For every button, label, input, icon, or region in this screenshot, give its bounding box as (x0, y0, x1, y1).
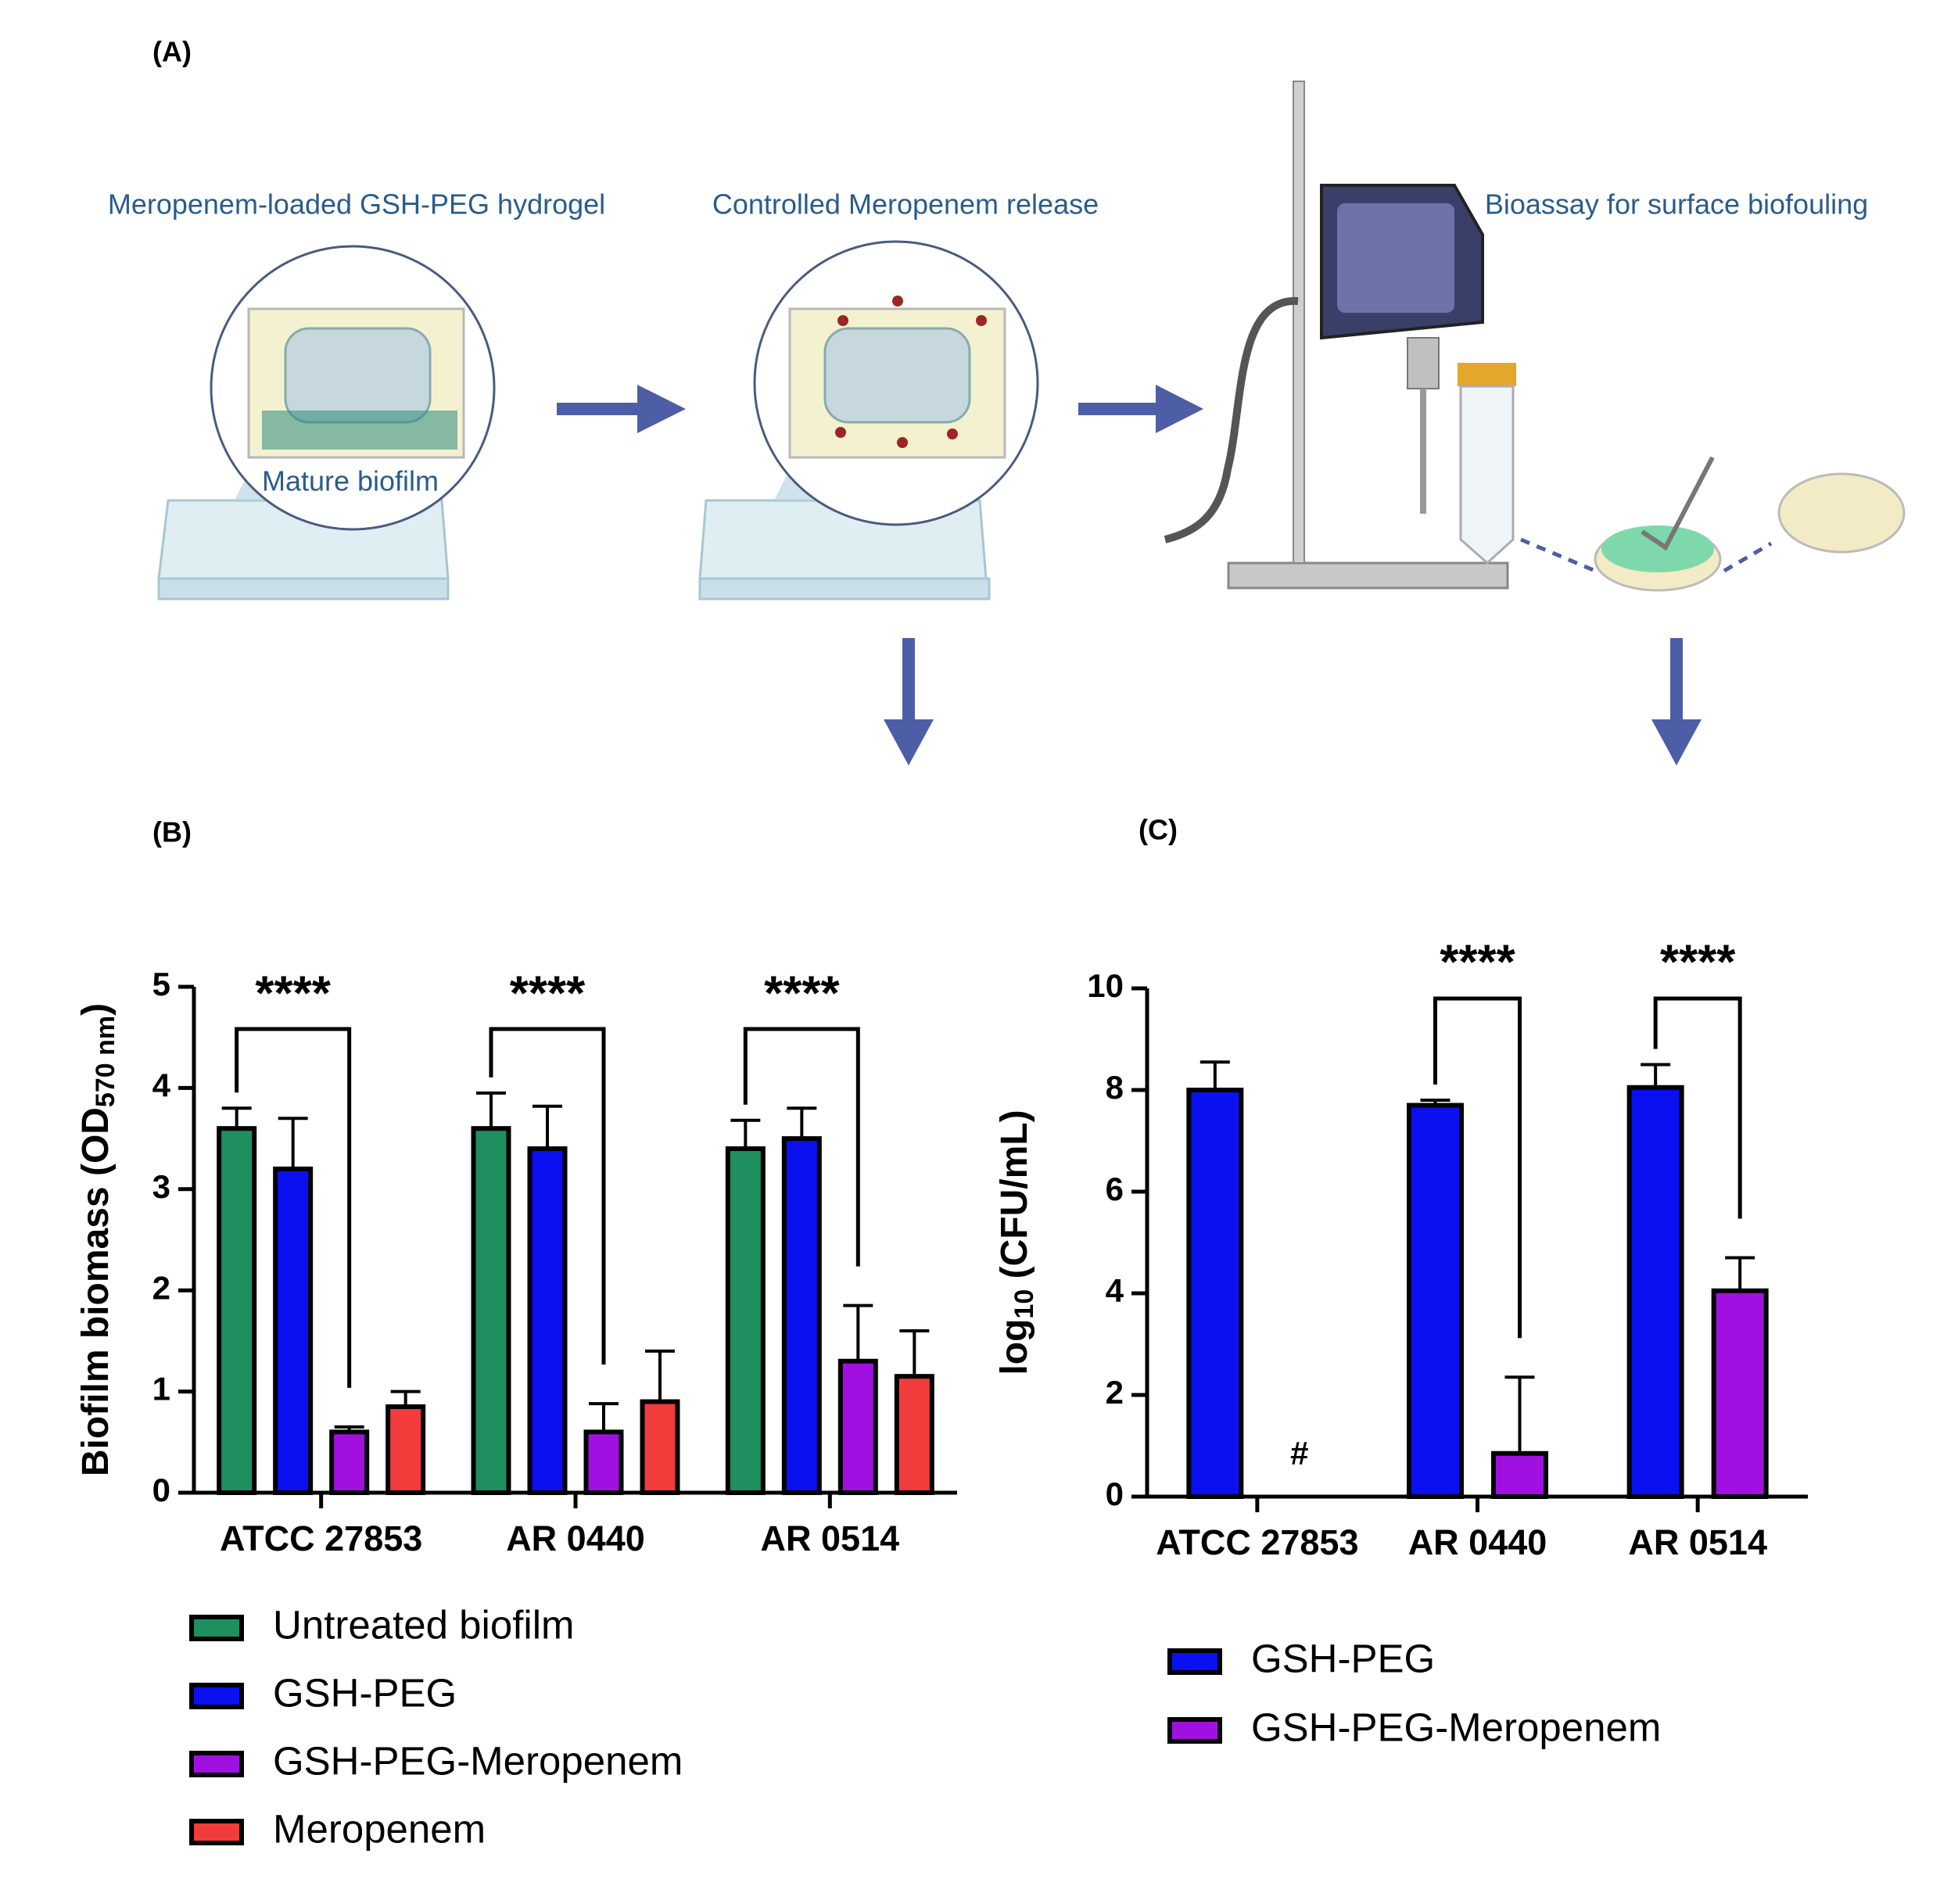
step-caption: Bioassay for surface biofouling (1485, 188, 1868, 221)
arrow (557, 385, 1702, 766)
legend-label: GSH-PEG (1251, 1636, 1435, 1680)
significance-label: **** (510, 966, 586, 1020)
legend-swatch (1167, 1717, 1222, 1744)
step-caption: Controlled Meropenem release (712, 188, 1099, 221)
y-tick-label: 1 (152, 1371, 170, 1407)
legend-swatch (189, 1751, 244, 1777)
x-tick-label: ATCC 27853 (220, 1519, 422, 1558)
x-tick-label: AR 0514 (1628, 1522, 1767, 1562)
legend-label: Meropenem (273, 1806, 486, 1851)
bar (1186, 1088, 1244, 1499)
y-tick-label: 6 (1106, 1171, 1124, 1207)
significance-bracket (743, 1027, 860, 1267)
significance-bracket (235, 1027, 352, 1388)
y-axis-label: Biofilm biomass (OD570 nm) (75, 1003, 120, 1476)
y-tick-label: 4 (1106, 1272, 1124, 1309)
bar (1491, 1450, 1548, 1499)
significance-bracket (489, 1027, 606, 1365)
legend-swatch (189, 1819, 244, 1845)
y-label-part: ) (75, 1003, 117, 1016)
y-tick-label: 4 (152, 1067, 171, 1103)
legend-label: GSH-PEG-Meropenem (1251, 1705, 1661, 1749)
bar (1407, 1103, 1464, 1499)
sonicator (1164, 81, 1906, 592)
legend-label: GSH-PEG-Meropenem (273, 1738, 683, 1783)
y-axis-label: log10 (CFU/mL) (994, 1110, 1039, 1375)
legend-label: Untreated biofilm (273, 1602, 575, 1647)
y-tick-label: 5 (152, 966, 170, 1002)
bar (329, 1429, 370, 1495)
bar (527, 1146, 568, 1496)
inset (210, 240, 1039, 531)
y-label-part: Biofilm biomass (OD (75, 1107, 117, 1476)
bar (385, 1404, 426, 1496)
x-tick-label: ATCC 27853 (1156, 1522, 1358, 1562)
x-tick-label: AR 0440 (506, 1519, 645, 1558)
bar (837, 1358, 878, 1496)
bar (725, 1146, 766, 1496)
y-tick-label: 0 (1106, 1476, 1124, 1512)
y-tick-label: 2 (152, 1269, 170, 1306)
legend-swatch (1167, 1648, 1222, 1675)
bar (781, 1136, 822, 1495)
significance-bracket (1653, 996, 1742, 1219)
legend-label: GSH-PEG (273, 1670, 457, 1715)
y-label-sub: 570 nm (91, 1016, 120, 1107)
x-tick-label: AR 0440 (1408, 1522, 1547, 1562)
significance-label: **** (1440, 935, 1515, 989)
significance-label: **** (255, 966, 331, 1020)
y-label-part: (CFU/mL) (994, 1110, 1035, 1289)
significance-label: **** (764, 966, 840, 1020)
panel-label: (C) (1139, 814, 1178, 846)
y-tick-label: 2 (1106, 1374, 1124, 1411)
bar (894, 1374, 934, 1495)
significance-label: **** (1660, 935, 1736, 989)
bar (1626, 1085, 1684, 1499)
y-tick-label: 3 (152, 1168, 170, 1205)
annotation: # (1290, 1435, 1308, 1472)
bar (583, 1429, 624, 1495)
bar (640, 1399, 680, 1496)
y-tick-label: 8 (1106, 1069, 1124, 1106)
bar (273, 1166, 314, 1496)
y-label-sub: 10 (1009, 1289, 1039, 1319)
inset-label: Mature biofilm (262, 465, 439, 497)
legend-swatch (189, 1615, 244, 1641)
step-caption: Meropenem-loaded GSH-PEG hydrogel (108, 188, 605, 221)
bar (471, 1126, 511, 1496)
y-tick-label: 0 (152, 1472, 170, 1508)
x-tick-label: AR 0514 (761, 1519, 900, 1558)
panel-label: (A) (152, 36, 192, 68)
bar (217, 1126, 257, 1496)
panel-label: (B) (152, 816, 192, 848)
significance-bracket (1433, 996, 1522, 1339)
y-label-part: log (994, 1319, 1035, 1375)
bar (1711, 1288, 1769, 1499)
y-tick-label: 10 (1087, 967, 1124, 1004)
legend-swatch (189, 1683, 244, 1709)
